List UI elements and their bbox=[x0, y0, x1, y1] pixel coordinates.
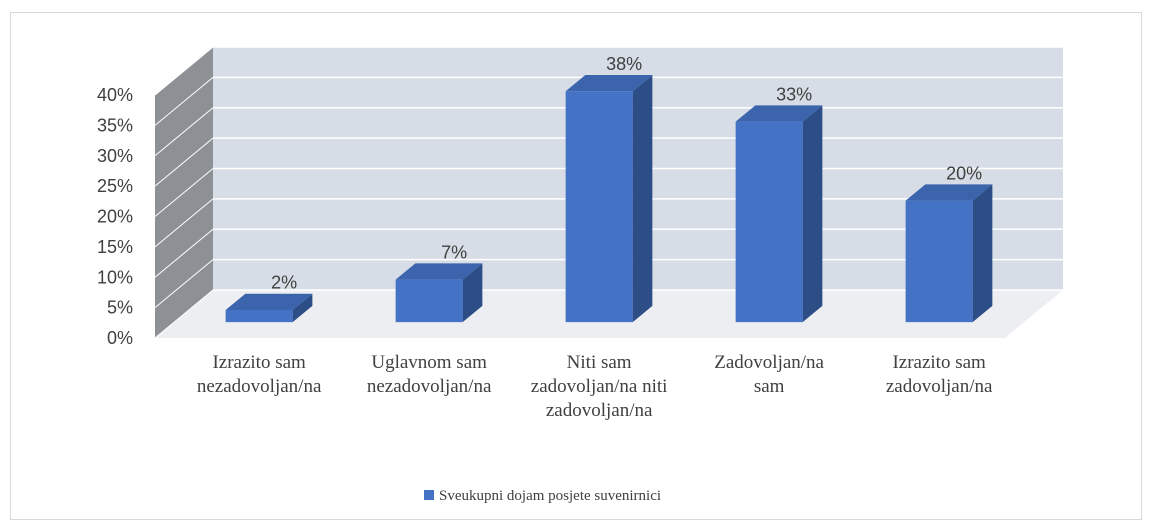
bar-top bbox=[905, 184, 993, 201]
y-tick-label: 10% bbox=[97, 267, 133, 287]
y-tick-label: 30% bbox=[97, 146, 133, 166]
bar-front bbox=[225, 310, 293, 323]
bar-side bbox=[972, 184, 993, 323]
bar-top bbox=[735, 105, 823, 122]
bar-side bbox=[632, 74, 653, 323]
side-grid-line bbox=[154, 228, 214, 278]
y-tick-label: 0% bbox=[107, 328, 133, 348]
y-tick-label: 15% bbox=[97, 237, 133, 257]
bar-side bbox=[292, 293, 313, 323]
side-grid-line bbox=[154, 137, 214, 187]
bar-top bbox=[395, 263, 483, 280]
x-tick-label: Izrazito sam zadovoljan/na bbox=[886, 352, 993, 397]
bar bbox=[395, 263, 483, 323]
x-tick-label: Niti sam zadovoljan/na niti zadovoljan/na bbox=[531, 352, 668, 421]
data-label: 20% bbox=[946, 163, 982, 183]
bar-top bbox=[225, 293, 313, 311]
bar-side bbox=[802, 105, 823, 323]
side-grid-line bbox=[154, 289, 214, 339]
side-grid-line bbox=[154, 76, 214, 126]
side-grid-line bbox=[154, 168, 214, 217]
y-tick-label: 20% bbox=[97, 207, 133, 227]
data-label: 7% bbox=[441, 242, 467, 262]
x-tick-label: Izrazito sam nezadovoljan/na bbox=[197, 352, 322, 397]
bar-top bbox=[565, 74, 653, 92]
bar-front bbox=[735, 121, 803, 323]
bar-side bbox=[462, 263, 483, 323]
data-label: 2% bbox=[271, 273, 297, 293]
y-tick-label: 40% bbox=[97, 85, 133, 105]
x-tick-label: Zadovoljan/na sam bbox=[714, 352, 824, 397]
side-grid-line bbox=[154, 107, 214, 157]
bar bbox=[905, 184, 993, 323]
side-grid-line bbox=[154, 198, 214, 248]
x-tick-label: Uglavnom sam nezadovoljan/na bbox=[367, 352, 492, 397]
data-label: 33% bbox=[776, 84, 812, 104]
legend-swatch bbox=[424, 490, 434, 500]
bar bbox=[565, 74, 653, 323]
bar bbox=[225, 293, 313, 323]
y-tick-label: 5% bbox=[107, 298, 133, 318]
bar-front bbox=[905, 200, 973, 323]
bar bbox=[735, 105, 823, 323]
y-tick-label: 25% bbox=[97, 176, 133, 196]
side-grid-line bbox=[154, 46, 214, 96]
side-grid-line bbox=[154, 259, 214, 309]
data-label: 38% bbox=[606, 54, 642, 74]
bar-front bbox=[565, 91, 633, 323]
bar-front bbox=[395, 279, 463, 323]
y-tick-label: 35% bbox=[97, 115, 133, 135]
legend-label: Sveukupni dojam posjete suvenirnici bbox=[439, 488, 661, 504]
